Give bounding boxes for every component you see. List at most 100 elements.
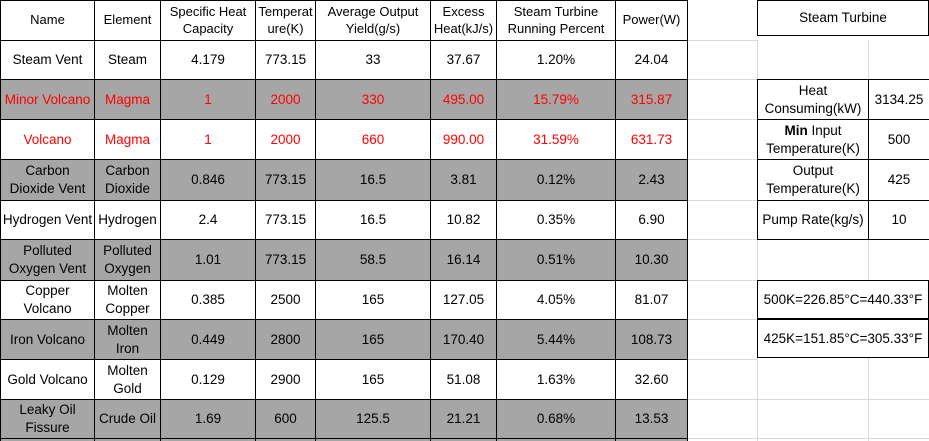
cell-power[interactable]: 24.04 <box>615 40 688 80</box>
cell-temp[interactable]: 773.15 <box>255 40 316 80</box>
cell-excess[interactable]: 127.05 <box>430 280 497 320</box>
cell-element[interactable]: Molten Gold <box>94 359 161 400</box>
cell-temp[interactable]: 773.15 <box>255 239 316 281</box>
column-header-yield[interactable]: Average Output Yield(g/s) <box>315 0 431 41</box>
cell-name[interactable]: Iron Volcano <box>0 319 95 360</box>
cell-temp[interactable]: 2800 <box>255 319 316 360</box>
cell-yield[interactable]: 16.5 <box>315 159 431 201</box>
param-label[interactable]: Min Input Temperature(K) <box>757 119 869 160</box>
cell-yield[interactable]: 660 <box>315 119 431 160</box>
cell-shc[interactable]: 1.01 <box>160 239 256 281</box>
column-header-turbine-percent[interactable]: Steam Turbine Running Percent <box>496 0 616 41</box>
cell-power[interactable]: 108.73 <box>615 319 688 360</box>
cell-shc[interactable]: 2.4 <box>160 200 256 240</box>
cell-element[interactable]: Molten Copper <box>94 280 161 320</box>
cell-element[interactable]: Magma <box>94 119 161 160</box>
cell-name[interactable]: Hydrogen Vent <box>0 200 95 240</box>
cell-name[interactable]: Polluted Oxygen Vent <box>0 239 95 281</box>
param-value[interactable]: 3134.25 <box>868 79 929 120</box>
param-label[interactable]: Output Temperature(K) <box>757 159 869 201</box>
cell-power[interactable]: 13.53 <box>615 399 688 439</box>
cell-power[interactable]: 10.30 <box>615 239 688 281</box>
param-label[interactable]: Heat Consuming(kW) <box>757 79 869 120</box>
cell-name[interactable]: Minor Volcano <box>0 79 95 120</box>
cell-element[interactable]: Hydrogen <box>94 200 161 240</box>
cell-element[interactable]: Crude Oil <box>94 399 161 439</box>
cell-element[interactable]: Magma <box>94 79 161 120</box>
cell-shc[interactable]: 1 <box>160 119 256 160</box>
sheet-gridline <box>868 40 869 79</box>
cell-percent[interactable]: 0.51% <box>496 239 616 281</box>
cell-shc[interactable]: 0.449 <box>160 319 256 360</box>
cell-power[interactable]: 2.43 <box>615 159 688 201</box>
cell-percent[interactable]: 0.68% <box>496 399 616 439</box>
cell-temp[interactable]: 2000 <box>255 79 316 120</box>
cell-excess[interactable]: 16.14 <box>430 239 497 281</box>
column-header-power[interactable]: Power(W) <box>615 0 688 41</box>
conversion-note-425k[interactable]: 425K=151.85°C=305.33°F <box>757 319 929 358</box>
cell-yield[interactable]: 165 <box>315 280 431 320</box>
cell-percent[interactable]: 0.35% <box>496 200 616 240</box>
cell-percent[interactable]: 1.63% <box>496 359 616 400</box>
cell-name[interactable]: Leaky Oil Fissure <box>0 399 95 439</box>
column-header-specific-heat[interactable]: Specific Heat Capacity <box>160 0 256 41</box>
param-value[interactable]: 10 <box>868 200 929 240</box>
param-value[interactable]: 500 <box>868 119 929 160</box>
cell-percent[interactable]: 15.79% <box>496 79 616 120</box>
cell-temp[interactable]: 773.15 <box>255 200 316 240</box>
cell-percent[interactable]: 31.59% <box>496 119 616 160</box>
cell-excess[interactable]: 10.82 <box>430 200 497 240</box>
cell-yield[interactable]: 165 <box>315 319 431 360</box>
conversion-note-500k[interactable]: 500K=226.85°C=440.33°F <box>757 280 929 319</box>
cell-excess[interactable]: 21.21 <box>430 399 497 439</box>
column-header-temperature[interactable]: Temperature(K) <box>255 0 316 41</box>
cell-name[interactable]: Steam Vent <box>0 40 95 80</box>
cell-power[interactable]: 81.07 <box>615 280 688 320</box>
cell-excess[interactable]: 37.67 <box>430 40 497 80</box>
cell-excess[interactable]: 990.00 <box>430 119 497 160</box>
cell-power[interactable]: 32.60 <box>615 359 688 400</box>
param-label[interactable]: Pump Rate(kg/s) <box>757 200 869 240</box>
cell-yield[interactable]: 16.5 <box>315 200 431 240</box>
cell-excess[interactable]: 170.40 <box>430 319 497 360</box>
cell-element[interactable]: Molten Iron <box>94 319 161 360</box>
cell-name[interactable]: Copper Volcano <box>0 280 95 320</box>
cell-name[interactable]: Gold Volcano <box>0 359 95 400</box>
cell-element[interactable]: Steam <box>94 40 161 80</box>
cell-excess[interactable]: 3.81 <box>430 159 497 201</box>
column-header-element[interactable]: Element <box>94 0 161 41</box>
cell-yield[interactable]: 330 <box>315 79 431 120</box>
cell-percent[interactable]: 5.44% <box>496 319 616 360</box>
cell-temp[interactable]: 2500 <box>255 280 316 320</box>
param-value[interactable]: 425 <box>868 159 929 201</box>
cell-shc[interactable]: 0.129 <box>160 359 256 400</box>
sheet-gridline <box>687 399 929 400</box>
cell-shc[interactable]: 1 <box>160 79 256 120</box>
cell-shc[interactable]: 4.179 <box>160 40 256 80</box>
cell-temp[interactable]: 600 <box>255 399 316 439</box>
cell-power[interactable]: 631.73 <box>615 119 688 160</box>
cell-excess[interactable]: 495.00 <box>430 79 497 120</box>
cell-shc[interactable]: 0.385 <box>160 280 256 320</box>
column-header-name[interactable]: Name <box>0 0 95 41</box>
cell-power[interactable]: 6.90 <box>615 200 688 240</box>
cell-excess[interactable]: 51.08 <box>430 359 497 400</box>
cell-shc[interactable]: 0.846 <box>160 159 256 201</box>
cell-name[interactable]: Volcano <box>0 119 95 160</box>
cell-name[interactable]: Carbon Dioxide Vent <box>0 159 95 201</box>
cell-yield[interactable]: 125.5 <box>315 399 431 439</box>
cell-shc[interactable]: 1.69 <box>160 399 256 439</box>
cell-power[interactable]: 315.87 <box>615 79 688 120</box>
column-header-excess-heat[interactable]: Excess Heat(kJ/s) <box>430 0 497 41</box>
cell-yield[interactable]: 58.5 <box>315 239 431 281</box>
cell-yield[interactable]: 33 <box>315 40 431 80</box>
cell-element[interactable]: Polluted Oxygen <box>94 239 161 281</box>
cell-temp[interactable]: 773.15 <box>255 159 316 201</box>
cell-yield[interactable]: 165 <box>315 359 431 400</box>
cell-element[interactable]: Carbon Dioxide <box>94 159 161 201</box>
cell-temp[interactable]: 2900 <box>255 359 316 400</box>
cell-percent[interactable]: 4.05% <box>496 280 616 320</box>
cell-percent[interactable]: 0.12% <box>496 159 616 201</box>
cell-temp[interactable]: 2000 <box>255 119 316 160</box>
cell-percent[interactable]: 1.20% <box>496 40 616 80</box>
